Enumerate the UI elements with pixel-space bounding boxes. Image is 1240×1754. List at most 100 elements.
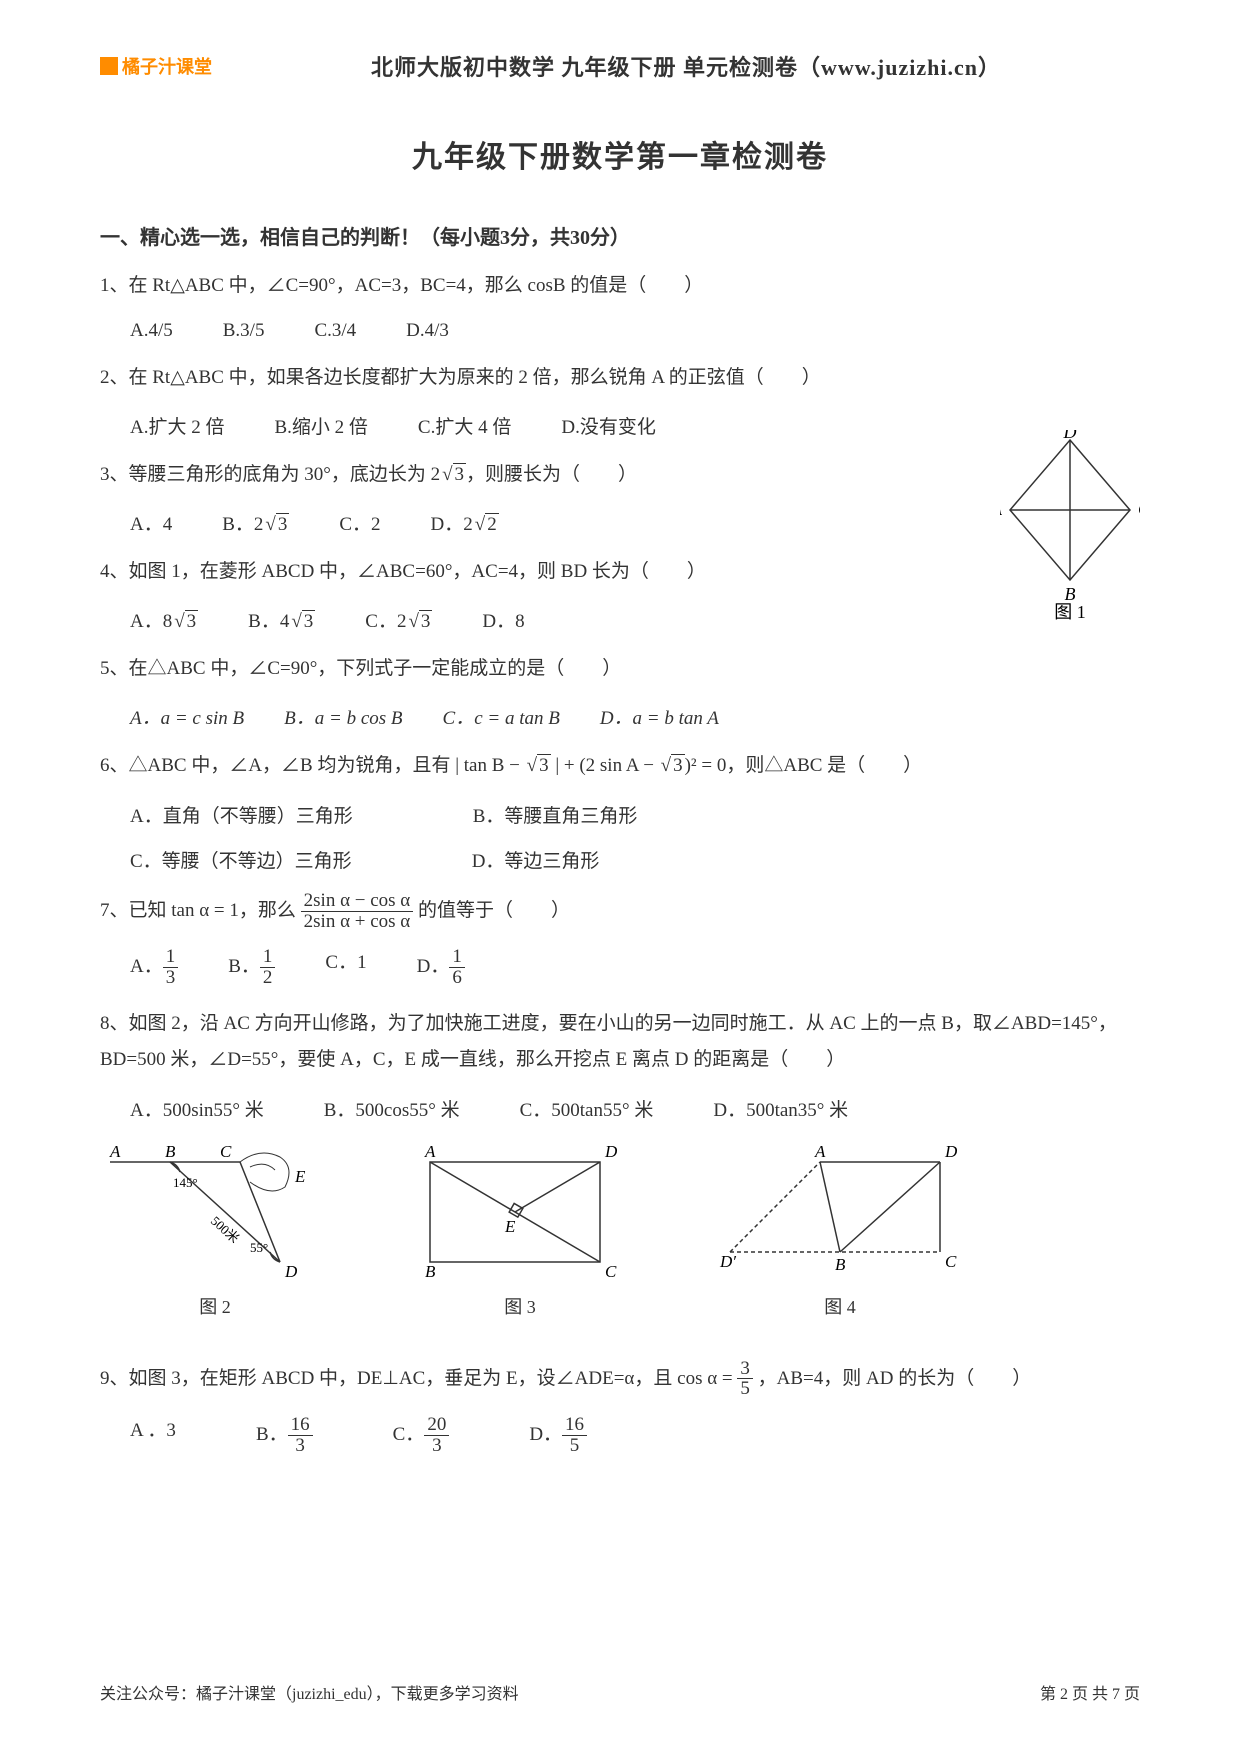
- page-title: 九年级下册数学第一章检测卷: [100, 132, 1140, 176]
- figure-2-caption: 图 2: [100, 1293, 330, 1319]
- svg-text:D: D: [284, 1262, 298, 1281]
- svg-text:D: D: [1063, 430, 1077, 442]
- header-banner: 北师大版初中数学 九年级下册 单元检测卷（www.juzizhi.cn）: [232, 50, 1140, 82]
- figure-3-svg: A D B C E: [410, 1142, 630, 1282]
- question-4: 4、如图 1，在菱形 ABCD 中，∠ABC=60°，AC=4，则 BD 长为（…: [100, 554, 1140, 590]
- question-8-options: A．500sin55° 米 B．500cos55° 米 C．500tan55° …: [130, 1095, 1140, 1122]
- svg-text:500米: 500米: [208, 1213, 242, 1246]
- svg-text:B: B: [835, 1255, 846, 1274]
- svg-text:C: C: [220, 1142, 232, 1161]
- q3-opt-d: D．22: [431, 509, 499, 536]
- footer-left: 关注公众号：橘子汁课堂（juzizhi_edu），下载更多学习资料: [100, 1680, 519, 1704]
- question-6-options-row1: A．直角（不等腰）三角形 B．等腰直角三角形: [130, 801, 1140, 828]
- question-9: 9、如图 3，在矩形 ABCD 中，DE⊥AC，垂足为 E，设∠ADE=α，且 …: [100, 1359, 1140, 1400]
- question-5-options: A．a = c sin B B．a = b cos B C．c = a tan …: [130, 703, 1140, 730]
- q3-opt-a: A．4: [130, 509, 172, 536]
- section-1-heading: 一、精心选一选，相信自己的判断！（每小题3分，共30分）: [100, 221, 1140, 250]
- q9-opt-c: C．203: [393, 1415, 450, 1456]
- svg-text:E: E: [504, 1217, 516, 1236]
- q6-opt-a: A．直角（不等腰）三角形: [130, 801, 353, 828]
- q8-opt-c: C．500tan55° 米: [520, 1095, 654, 1122]
- question-3-options: A．4 B．23 C．2 D．22: [130, 509, 1140, 536]
- question-6: 6、△ABC 中，∠A，∠B 均为锐角，且有 | tan B − 3 | + (…: [100, 748, 1140, 784]
- question-7-options: A．13 B．12 C．1 D．16: [130, 947, 1140, 988]
- figure-3: A D B C E 图 3: [410, 1142, 630, 1319]
- question-4-options: A．83 B．43 C．23 D．8: [130, 606, 1140, 633]
- svg-text:A: A: [109, 1142, 121, 1161]
- question-5: 5、在△ABC 中，∠C=90°，下列式子一定能成立的是（ ）: [100, 651, 1140, 687]
- q4-opt-d: D．8: [482, 606, 524, 633]
- q3-opt-b: B．23: [222, 509, 289, 536]
- q3-stem-post: ，则腰长为（ ）: [466, 464, 637, 485]
- q3-opt-c: C．2: [339, 509, 380, 536]
- q3-stem-pre: 3、等腰三角形的底角为 30°，底边长为: [100, 464, 431, 485]
- q5-opt-b: B．a = b cos B: [284, 703, 402, 730]
- svg-text:D: D: [604, 1142, 618, 1161]
- question-2-options: A.扩大 2 倍 B.缩小 2 倍 C.扩大 4 倍 D.没有变化: [130, 412, 1140, 439]
- svg-text:C: C: [1138, 499, 1140, 519]
- q6-stem-pre: 6、△ABC 中，∠A，∠B 均为锐角，且有 | tan B −: [100, 755, 525, 776]
- q6-stem-post: )² = 0，则△ABC 是（ ）: [685, 755, 923, 776]
- svg-text:E: E: [294, 1167, 306, 1186]
- svg-text:C: C: [945, 1252, 957, 1271]
- q5-opt-c: C．c = a tan B: [443, 703, 560, 730]
- q6-stem-mid: | + (2 sin A −: [551, 755, 659, 776]
- figure-4: A D D′ B C 图 4: [710, 1142, 970, 1319]
- svg-text:D′: D′: [719, 1252, 736, 1271]
- q5-opt-d: D．a = b tan A: [600, 703, 719, 730]
- svg-text:图 1: 图 1: [1054, 602, 1086, 620]
- q7-frac-num: 2sin α − cos α: [301, 891, 414, 912]
- svg-text:B: B: [165, 1142, 176, 1161]
- svg-text:B: B: [425, 1262, 436, 1281]
- q7-frac-den: 2sin α + cos α: [301, 912, 414, 932]
- q4-opt-c: C．23: [365, 606, 432, 633]
- question-6-options-row2: C．等腰（不等边）三角形 D．等边三角形: [130, 846, 1140, 873]
- q4-opt-b: B．43: [248, 606, 315, 633]
- logo-text: 橘子汁课堂: [122, 53, 212, 79]
- question-2: 2、在 Rt△ABC 中，如果各边长度都扩大为原来的 2 倍，那么锐角 A 的正…: [100, 360, 1140, 396]
- q9-stem-pre: 9、如图 3，在矩形 ABCD 中，DE⊥AC，垂足为 E，设∠ADE=α，且 …: [100, 1367, 737, 1388]
- figure-4-caption: 图 4: [710, 1293, 970, 1319]
- q8-opt-d: D．500tan35° 米: [713, 1095, 848, 1122]
- q9-opt-b: B．163: [256, 1415, 313, 1456]
- q9-stem-post: ，AB=4，则 AD 的长为（ ）: [758, 1367, 1032, 1388]
- q7-stem-pre: 7、已知 tan α = 1，那么: [100, 899, 301, 920]
- question-1: 1、在 Rt△ABC 中，∠C=90°，AC=3，BC=4，那么 cosB 的值…: [100, 268, 1140, 304]
- figure-3-caption: 图 3: [410, 1293, 630, 1319]
- q2-opt-a: A.扩大 2 倍: [130, 412, 224, 439]
- q7-opt-b: B．12: [228, 947, 275, 988]
- q7-opt-a: A．13: [130, 947, 178, 988]
- q7-fraction: 2sin α − cos α 2sin α + cos α: [301, 891, 414, 932]
- svg-text:A: A: [424, 1142, 436, 1161]
- svg-text:55°: 55°: [250, 1240, 268, 1255]
- q7-stem-post: 的值等于（ ）: [418, 899, 570, 920]
- q1-opt-b: B.3/5: [223, 320, 265, 342]
- q9-opt-d: D．165: [529, 1415, 587, 1456]
- q7-opt-d: D．16: [417, 947, 465, 988]
- question-3: 3、等腰三角形的底角为 30°，底边长为 23，则腰长为（ ）: [100, 457, 1140, 493]
- q5-opt-a: A．a = c sin B: [130, 703, 244, 730]
- q9-fraction: 35: [737, 1359, 753, 1400]
- svg-text:D: D: [944, 1142, 958, 1161]
- q1-opt-d: D.4/3: [406, 320, 449, 342]
- svg-text:A: A: [814, 1142, 826, 1161]
- q2-opt-b: B.缩小 2 倍: [274, 412, 367, 439]
- q9-opt-a: A ．3: [130, 1415, 176, 1456]
- question-7: 7、已知 tan α = 1，那么 2sin α − cos α 2sin α …: [100, 891, 1140, 932]
- q8-opt-b: B．500cos55° 米: [324, 1095, 460, 1122]
- figure-2-svg: A B C E D 145° 55° 500米: [100, 1142, 330, 1282]
- question-8: 8、如图 2，沿 AC 方向开山修路，为了加快施工进度，要在小山的另一边同时施工…: [100, 1006, 1140, 1078]
- question-9-options: A ．3 B．163 C．203 D．165: [130, 1415, 1140, 1456]
- logo-icon: [100, 57, 118, 75]
- q4-opt-a: A．83: [130, 606, 198, 633]
- q1-opt-a: A.4/5: [130, 320, 173, 342]
- figure-2: A B C E D 145° 55° 500米 图 2: [100, 1142, 330, 1319]
- figure-4-svg: A D D′ B C: [710, 1142, 970, 1282]
- brand-logo: 橘子汁课堂: [100, 53, 212, 79]
- figures-row: A B C E D 145° 55° 500米 图 2 A D B C E 图 …: [100, 1142, 1140, 1319]
- q8-opt-a: A．500sin55° 米: [130, 1095, 264, 1122]
- q6-opt-c: C．等腰（不等边）三角形: [130, 846, 352, 873]
- q7-opt-c: C．1: [325, 947, 366, 988]
- footer-right: 第 2 页 共 7 页: [1040, 1680, 1140, 1704]
- svg-text:B: B: [1065, 584, 1076, 604]
